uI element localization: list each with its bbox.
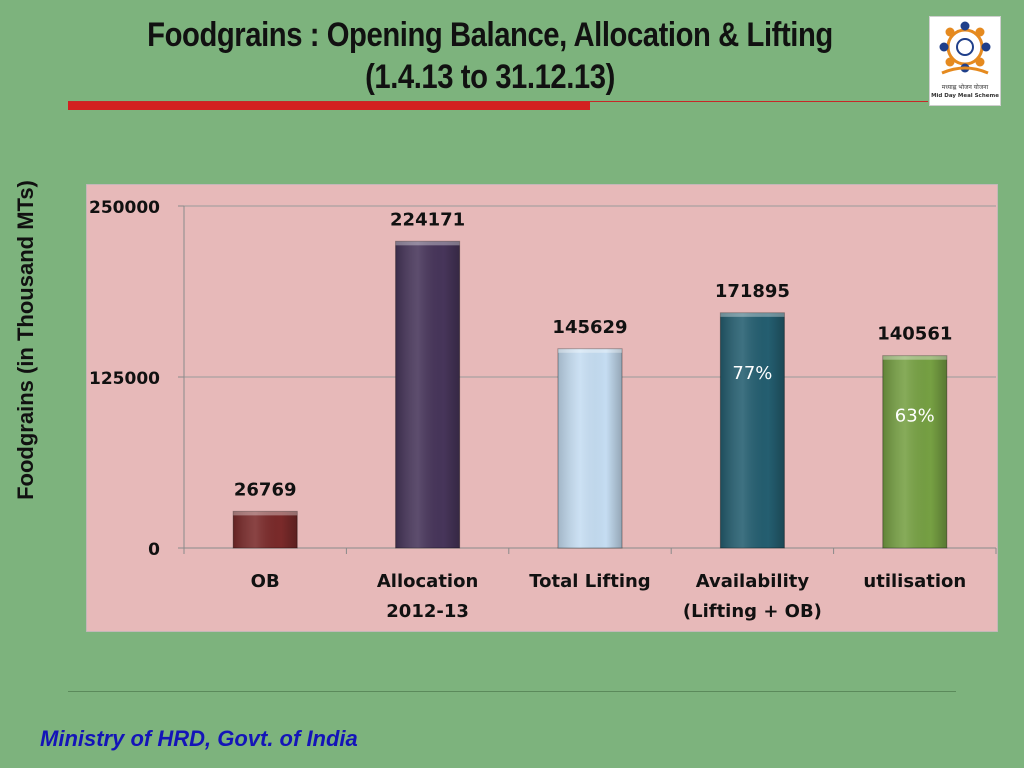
bar-bevel [720, 312, 785, 317]
bar-value-label: 171895 [715, 281, 790, 302]
bar-shading [882, 355, 947, 548]
bar-bevel [233, 511, 298, 516]
bar-value-label: 26769 [234, 479, 297, 500]
bar-bevel [882, 355, 947, 360]
bar-shading [558, 348, 622, 548]
bar-percent-label: 63% [895, 406, 935, 427]
mid-day-meal-logo: मध्याह्न भोजन योजना Mid Day Meal Scheme [929, 16, 1001, 106]
chart-svg: 0 125000 250000 26769 OB 224171 Allocation 2012… [85, 183, 999, 633]
x-category-label: Total Lifting [529, 571, 650, 592]
bar-bevel [395, 241, 460, 246]
y-tick-label: 250000 [89, 198, 160, 218]
logo-emblem-icon [939, 21, 991, 75]
bar-shading [395, 241, 460, 548]
x-category-label: utilisation [863, 571, 966, 592]
title-rule-thick [68, 102, 590, 110]
title-line-1: Foodgrains : Opening Balance, Allocation… [147, 16, 833, 54]
x-category-label: 2012-13 [386, 601, 469, 622]
bar-bevel [558, 348, 622, 353]
bar-shading [233, 511, 298, 548]
x-category-label: Allocation [377, 571, 478, 592]
y-tick-label: 0 [148, 540, 160, 560]
bar-value-label: 224171 [390, 209, 465, 230]
footer-rule [68, 691, 956, 692]
logo-english-text: Mid Day Meal Scheme [931, 93, 999, 99]
title-line-2: (1.4.13 to 31.12.13) [365, 58, 615, 96]
page-title: Foodgrains : Opening Balance, Allocation… [120, 14, 860, 98]
x-category-label: OB [251, 571, 280, 592]
y-axis-label: Foodgrains (in Thousand MTs) [13, 180, 38, 500]
bar-shading [720, 312, 785, 548]
title-rule-thin [68, 101, 928, 102]
x-category-label: Availability [696, 571, 810, 592]
logo-hindi-text: मध्याह्न भोजन योजना [941, 84, 989, 91]
bar-value-label: 145629 [552, 317, 627, 338]
bar-value-label: 140561 [877, 324, 952, 345]
plot-area [85, 183, 999, 633]
bar-chart: 0 125000 250000 26769 OB 224171 Allocation 2012… [85, 183, 999, 633]
footer-text: Ministry of HRD, Govt. of India [40, 726, 358, 751]
bar-percent-label: 77% [732, 363, 772, 384]
x-category-label: (Lifting + OB) [683, 601, 822, 622]
y-tick-label: 125000 [89, 369, 160, 389]
